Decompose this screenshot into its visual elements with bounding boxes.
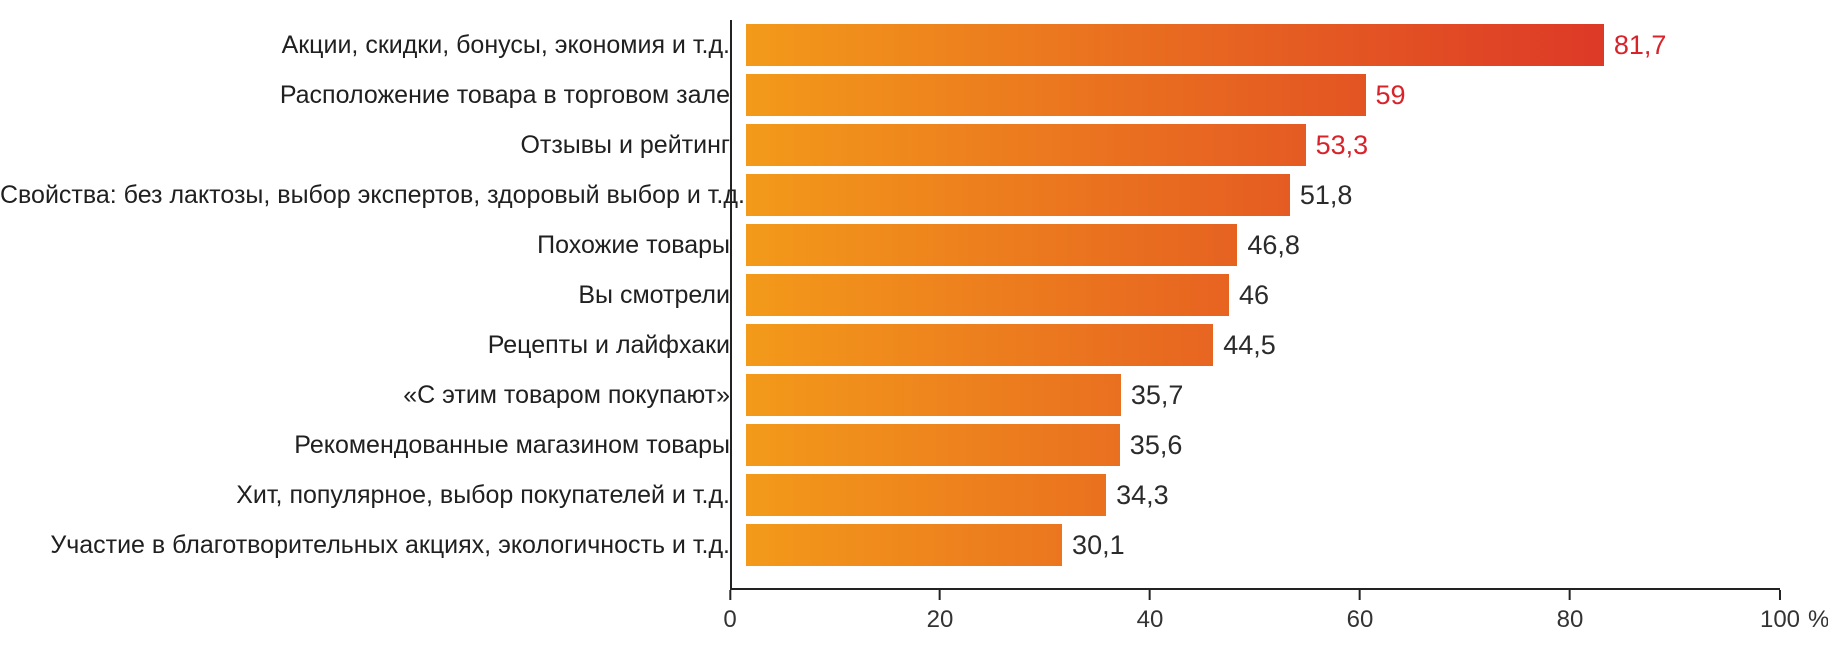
bar-value: 51,8 xyxy=(1300,180,1353,211)
bar-plot-cell: 59 xyxy=(746,70,1796,120)
bar-row: Свойства: без лактозы, выбор экспертов, … xyxy=(0,170,1828,220)
bar xyxy=(746,274,1229,316)
bar-plot-cell: 44,5 xyxy=(746,320,1796,370)
x-tick: 100 xyxy=(1760,590,1800,634)
bar-value: 46 xyxy=(1239,280,1269,311)
x-tick: 20 xyxy=(927,590,954,634)
bar xyxy=(746,324,1213,366)
x-tick-label: 80 xyxy=(1557,606,1584,634)
bar-plot-cell: 46 xyxy=(746,270,1796,320)
bar-row: Акции, скидки, бонусы, экономия и т.д. 81… xyxy=(0,20,1828,70)
bar-label: Акции, скидки, бонусы, экономия и т.д. xyxy=(0,31,746,60)
x-tick-label: 0 xyxy=(723,606,736,634)
bar-label: Хит, популярное, выбор покупателей и т.д… xyxy=(0,481,746,510)
bar-value: 44,5 xyxy=(1223,330,1276,361)
x-tick-label: 100 xyxy=(1760,606,1800,634)
x-tick-label: 20 xyxy=(927,606,954,634)
bar-plot-cell: 35,7 xyxy=(746,370,1796,420)
bar-plot-cell: 53,3 xyxy=(746,120,1796,170)
x-axis: 020406080100% xyxy=(730,588,1780,630)
bar xyxy=(746,174,1290,216)
x-tick: 40 xyxy=(1137,590,1164,634)
bar-row: «С этим товаром покупают» 35,7 xyxy=(0,370,1828,420)
bar-row: Рекомендованные магазином товары 35,6 xyxy=(0,420,1828,470)
bar xyxy=(746,524,1062,566)
bar-label: «С этим товаром покупают» xyxy=(0,381,746,410)
x-tick-label: 40 xyxy=(1137,606,1164,634)
bar-row: Отзывы и рейтинг 53,3 xyxy=(0,120,1828,170)
bar-label: Расположение товара в торговом зале xyxy=(0,81,746,110)
x-tick: 60 xyxy=(1347,590,1374,634)
y-axis-line xyxy=(730,20,732,588)
x-tick: 80 xyxy=(1557,590,1584,634)
bar-plot-cell: 46,8 xyxy=(746,220,1796,270)
bar-value: 35,6 xyxy=(1130,430,1183,461)
x-tick-label: 60 xyxy=(1347,606,1374,634)
bar xyxy=(746,74,1366,116)
bar-value: 46,8 xyxy=(1247,230,1300,261)
bar-label: Вы смотрели xyxy=(0,281,746,310)
bar-plot-cell: 35,6 xyxy=(746,420,1796,470)
bar-label: Похожие товары xyxy=(0,231,746,260)
bar xyxy=(746,224,1237,266)
bar xyxy=(746,424,1120,466)
x-axis-line: 020406080100% xyxy=(730,588,1780,630)
horizontal-bar-chart: Акции, скидки, бонусы, экономия и т.д. 81… xyxy=(0,0,1828,652)
bar-label: Участие в благотворительных акциях, экол… xyxy=(0,531,746,560)
bar-label: Рецепты и лайфхаки xyxy=(0,331,746,360)
bar-label: Отзывы и рейтинг xyxy=(0,131,746,160)
bar-label: Свойства: без лактозы, выбор экспертов, … xyxy=(0,181,746,210)
bar-plot-cell: 51,8 xyxy=(746,170,1796,220)
x-axis-unit: % xyxy=(1808,606,1828,634)
bar-row: Участие в благотворительных акциях, экол… xyxy=(0,520,1828,570)
bar xyxy=(746,124,1306,166)
bar-value: 59 xyxy=(1376,80,1406,111)
bar-value: 53,3 xyxy=(1316,130,1369,161)
bar xyxy=(746,374,1121,416)
x-tick: 0 xyxy=(723,590,736,634)
bar-row: Расположение товара в торговом зале 59 xyxy=(0,70,1828,120)
bar xyxy=(746,474,1106,516)
bar-plot-cell: 30,1 xyxy=(746,520,1796,570)
bar-label: Рекомендованные магазином товары xyxy=(0,431,746,460)
chart-rows: Акции, скидки, бонусы, экономия и т.д. 81… xyxy=(0,20,1828,570)
bar-value: 34,3 xyxy=(1116,480,1169,511)
bar xyxy=(746,24,1604,66)
bar-row: Хит, популярное, выбор покупателей и т.д… xyxy=(0,470,1828,520)
bar-row: Вы смотрели 46 xyxy=(0,270,1828,320)
bar-plot-cell: 34,3 xyxy=(746,470,1796,520)
bar-row: Рецепты и лайфхаки 44,5 xyxy=(0,320,1828,370)
bar-value: 30,1 xyxy=(1072,530,1125,561)
bar-value: 35,7 xyxy=(1131,380,1184,411)
bar-value: 81,7 xyxy=(1614,30,1667,61)
bar-plot-cell: 81,7 xyxy=(746,20,1796,70)
bar-row: Похожие товары 46,8 xyxy=(0,220,1828,270)
